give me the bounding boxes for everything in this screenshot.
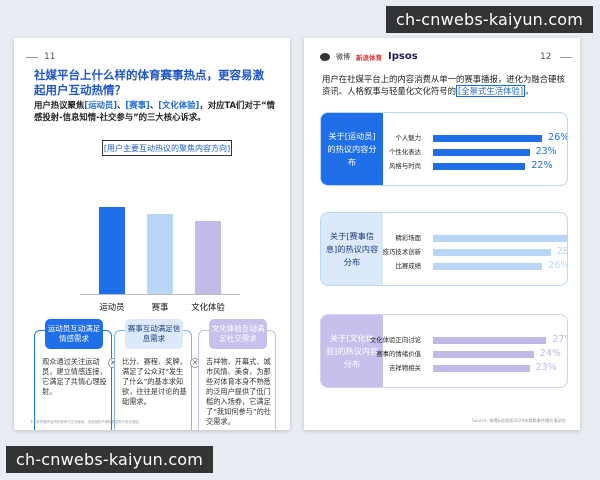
row-label: 精彩场面 <box>395 234 421 242</box>
panel-label: 关于[运动员]的热议内容分布 <box>321 113 383 185</box>
distribution-panel-culture: 关于[文化体验]的热议内容分布 文化体验正向讨论 27% 赛事的情绪价值 24% 吉祥物… <box>320 314 568 388</box>
chart-title: [用户主要互动热议的聚焦内容方向] <box>102 140 232 156</box>
bar-label: 赛事 <box>151 302 169 312</box>
row-bar <box>433 262 543 270</box>
row-bar <box>433 148 530 156</box>
page-number: 12 <box>540 52 552 62</box>
row-value: 24% <box>539 348 561 359</box>
row-bar <box>433 162 526 170</box>
row-bar <box>433 234 567 242</box>
row-label: 个性化表达 <box>389 148 421 156</box>
intro-tag: [全景式生活体验] <box>456 84 526 97</box>
panel-label: 关于[文化体验]的热议内容分布 <box>321 315 383 387</box>
header-rule <box>560 57 572 58</box>
intro-tag-athlete: [运动员] <box>84 100 118 110</box>
distribution-row: 吉祥物相关 23% <box>321 362 567 373</box>
card-heading: 赛事互动满足信息需求 <box>125 319 183 349</box>
panel-label: 关于[赛事信息]的热议内容分布 <box>321 213 383 285</box>
distribution-panel-athlete: 关于[运动员]的热议内容分布 个人魅力 26% 个性化表达 23% 风格与时尚 22% <box>320 112 568 186</box>
partner-logo: 新浪体育 <box>356 53 382 62</box>
row-bar <box>433 134 543 142</box>
row-label: 赛事的情绪价值 <box>376 350 421 358</box>
intro-pre: 用户热议聚焦 <box>34 100 85 110</box>
row-value: 26% <box>548 132 568 143</box>
source-note: Source: 微博&益普索2026体育赛事传播价值研究 <box>472 418 566 423</box>
distribution-row: 文化体验正向讨论 27% <box>321 334 567 345</box>
footer-note: 本文件所载内容仅供参考与交流使用，未经授权不得转载或用于商业用途。 <box>30 420 142 424</box>
page-number: 11 <box>44 52 56 62</box>
row-value: 27% <box>552 334 567 345</box>
row-bar <box>433 336 547 344</box>
insight-card-athlete: 运动员互动满足情感需求 观众通过关注运动员，建立情感连接，它满足了共情心理投射。 <box>34 319 112 430</box>
intro-paragraph: 用户在社媒平台上的内容消费从单一的赛事播报，进化为融合硬核资讯、人格叙事与轻量化… <box>322 74 566 97</box>
ipsos-logo: Ipsos <box>388 51 418 62</box>
bar-label: 运动员 <box>99 302 125 312</box>
intro-sep: 、 <box>117 100 126 110</box>
row-label: 文化体验正向讨论 <box>369 336 421 344</box>
distribution-row: 精彩场面33% <box>321 233 567 243</box>
card-body: 观众通过关注运动员，建立情感连接，它满足了共情心理投射。 <box>42 357 107 396</box>
insight-card-event: 赛事互动满足信息需求 比分、赛程、奖牌，满足了公众对“发生了什么”的基本求知欲，… <box>114 319 192 430</box>
weibo-logo-icon <box>320 52 330 61</box>
bar-label: 文化体验 <box>191 302 225 312</box>
left-page: 11 社媒平台上什么样的体育赛事热点，更容易激起用户互动热情？ 用户热议聚焦[运… <box>14 38 290 430</box>
bar-1 <box>147 214 173 294</box>
distribution-row: 个人魅力 26% <box>321 132 568 143</box>
header-rule <box>26 57 38 58</box>
page-title: 社媒平台上什么样的体育赛事热点，更容易激起用户互动热情？ <box>34 68 264 97</box>
watermark-bottom: ch-cnwebs-kaiyun.com <box>6 446 214 473</box>
bar-0 <box>99 207 125 294</box>
row-label: 比赛成绩 <box>395 262 421 270</box>
row-value: 23% <box>535 362 557 373</box>
distribution-row: 赛事的情绪价值 24% <box>321 348 567 359</box>
bar-2 <box>195 221 221 294</box>
row-label: 风格与时尚 <box>389 162 421 170</box>
row-value: 22% <box>531 160 553 171</box>
brand-logos: 微博 新浪体育 Ipsos <box>320 51 418 62</box>
card-heading: 运动员互动满足情感需求 <box>45 319 103 349</box>
distribution-row: 技巧技术创新 28% <box>321 246 567 257</box>
row-value: 28% <box>556 246 567 257</box>
card-heading: 文化体验互动满足社交需求 <box>209 319 267 349</box>
intro-paragraph: 用户热议聚焦[运动员]、[赛事]、[文化体验]，对应TA们对于“情感投射-信息知… <box>34 100 276 123</box>
weibo-logo-text: 微博 <box>336 52 350 61</box>
row-label: 个人魅力 <box>395 134 421 142</box>
intro-tag-event: [赛事] <box>125 100 150 110</box>
right-page: 微博 新浪体育 Ipsos 12 用户在社媒平台上的内容消费从单一的赛事播报，进… <box>304 38 580 430</box>
row-bar <box>433 350 534 358</box>
intro-pre: 用户在社媒平台上的内容消费从单一的赛事播报，进化为融合硬核资讯、人格叙事与轻量化… <box>322 74 565 96</box>
intro-tag-culture: [文化体验] <box>158 100 200 110</box>
chart-baseline <box>80 294 240 295</box>
watermark-top: ch-cnwebs-kaiyun.com <box>386 6 594 33</box>
distribution-row: 个性化表达 23% <box>321 146 567 157</box>
row-label: 技巧技术创新 <box>382 248 421 256</box>
row-bar <box>433 364 530 372</box>
card-body: 吉祥物、开幕式、城市风情、美食，为那些对体育本身不熟悉的泛用户提供了低门槛的入场… <box>206 357 271 426</box>
row-bar <box>433 248 551 256</box>
row-value: 26% <box>548 260 568 271</box>
distribution-row: 风格与时尚 22% <box>321 160 567 171</box>
insight-card-culture: 文化体验互动满足社交需求 吉祥物、开幕式、城市风情、美食，为那些对体育本身不熟悉… <box>198 319 276 430</box>
distribution-row: 比赛成绩 26% <box>321 260 568 271</box>
intro-post: 。 <box>525 85 534 96</box>
card-body: 比分、赛程、奖牌，满足了公众对“发生了什么”的基本求知欲，往往是讨论的基础需求。 <box>122 357 187 406</box>
intro-sep: 、 <box>149 100 159 110</box>
row-value: 23% <box>535 146 557 157</box>
row-label: 吉祥物相关 <box>389 364 421 372</box>
intro-post: ，对应TA们对于“情感投射-信息知情-社交参与”的三大核心诉求。 <box>34 100 276 122</box>
distribution-panel-event: 关于[赛事信息]的热议内容分布 精彩场面33% 技巧技术创新 28% 比赛成绩 26% <box>320 212 568 286</box>
